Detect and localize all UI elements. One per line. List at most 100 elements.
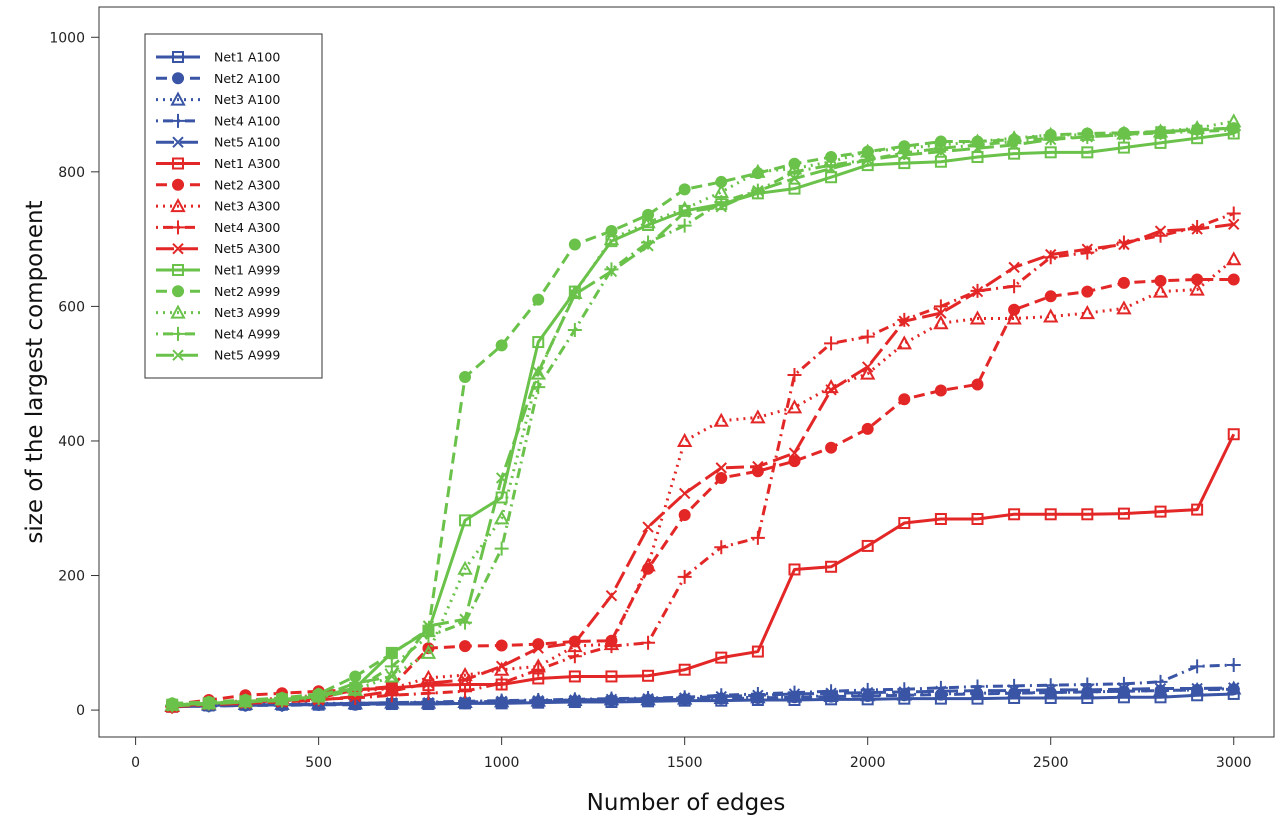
legend-label: Net1 A999 — [214, 263, 280, 278]
data-point — [825, 441, 838, 454]
y-axis-title: size of the largest component — [22, 200, 48, 543]
data-point — [1043, 308, 1059, 323]
data-point — [1191, 682, 1203, 695]
data-point — [532, 642, 544, 654]
data-point — [567, 649, 582, 664]
legend-label: Net3 A100 — [214, 92, 280, 107]
legend-label: Net2 A300 — [214, 177, 280, 192]
legend-label: Net5 A999 — [214, 348, 280, 363]
data-point — [1154, 225, 1167, 237]
data-point — [567, 322, 582, 337]
data-point — [1189, 281, 1205, 296]
legend-label: Net2 A100 — [214, 71, 280, 86]
data-point — [640, 557, 656, 572]
data-point — [1227, 428, 1240, 441]
legend-marker — [171, 326, 185, 341]
data-point — [605, 590, 618, 602]
data-point — [971, 513, 984, 526]
x-tick-label: 1000 — [484, 755, 520, 771]
legend-item: Net2 A999 — [156, 284, 280, 299]
legend-label: Net5 A100 — [214, 135, 280, 150]
data-point — [384, 659, 399, 674]
y-tick-label: 0 — [76, 703, 85, 719]
data-point — [421, 629, 436, 644]
data-point — [825, 162, 837, 175]
data-point — [1118, 238, 1130, 251]
data-point — [715, 651, 728, 664]
data-point — [898, 149, 911, 161]
data-point — [1191, 124, 1203, 136]
legend-marker — [170, 304, 186, 319]
data-point — [1226, 123, 1241, 138]
data-point — [825, 384, 837, 396]
data-point — [1154, 505, 1167, 518]
data-point — [1228, 218, 1240, 231]
data-point — [1154, 682, 1167, 695]
data-point — [494, 676, 509, 691]
data-point — [642, 521, 654, 533]
legend-item: Net4 A100 — [156, 113, 280, 128]
data-point — [239, 696, 252, 708]
legend-item: Net2 A300 — [156, 177, 280, 192]
data-point — [1044, 290, 1057, 303]
data-point — [604, 639, 619, 654]
plot-area-frame — [98, 6, 1275, 738]
data-point — [458, 684, 473, 699]
data-point — [933, 315, 949, 330]
data-point — [568, 238, 581, 251]
legend-item: Net4 A999 — [156, 326, 280, 341]
legend-marker — [172, 72, 184, 85]
legend-marker — [172, 136, 184, 148]
series-line — [172, 132, 1234, 707]
data-point — [861, 154, 874, 166]
data-point — [897, 682, 912, 697]
y-tick-label: 400 — [58, 434, 85, 450]
data-point — [1079, 683, 1096, 698]
legend-item: Net5 A999 — [156, 348, 280, 363]
data-point — [1228, 122, 1240, 134]
data-point — [715, 462, 727, 474]
data-point — [421, 686, 436, 701]
series-line — [172, 212, 1235, 709]
data-point — [1117, 276, 1130, 289]
data-point — [861, 422, 874, 435]
data-point — [1116, 300, 1132, 315]
data-point — [1152, 283, 1169, 298]
legend-marker — [171, 220, 185, 235]
data-point — [459, 613, 471, 625]
data-point — [569, 288, 581, 300]
data-point — [860, 329, 875, 344]
data-point — [642, 669, 655, 682]
legend-item: Net5 A100 — [156, 135, 280, 150]
data-point — [1191, 223, 1203, 235]
data-point — [715, 690, 727, 703]
data-point — [604, 262, 619, 277]
legend-marker — [172, 285, 184, 298]
data-point — [605, 670, 618, 683]
y-tick-label: 1000 — [49, 30, 85, 46]
data-point — [897, 146, 912, 160]
data-point — [1117, 507, 1130, 520]
data-point — [532, 366, 544, 379]
data-point — [934, 155, 947, 168]
series-net3-a300 — [164, 251, 1242, 713]
data-point — [678, 183, 691, 196]
data-point — [933, 299, 948, 314]
legend-marker — [172, 242, 184, 255]
data-point — [1081, 285, 1094, 298]
data-point — [495, 639, 508, 652]
data-point — [569, 694, 581, 706]
data-point — [1044, 146, 1057, 159]
data-point — [1008, 684, 1020, 697]
data-point — [971, 151, 984, 164]
data-point — [787, 164, 802, 179]
data-point — [898, 517, 911, 530]
data-point — [971, 142, 984, 154]
data-point — [1045, 684, 1057, 696]
data-point — [752, 689, 764, 701]
data-point — [788, 172, 801, 185]
data-point — [1045, 248, 1057, 261]
data-point — [1227, 273, 1240, 286]
data-point — [495, 660, 508, 673]
